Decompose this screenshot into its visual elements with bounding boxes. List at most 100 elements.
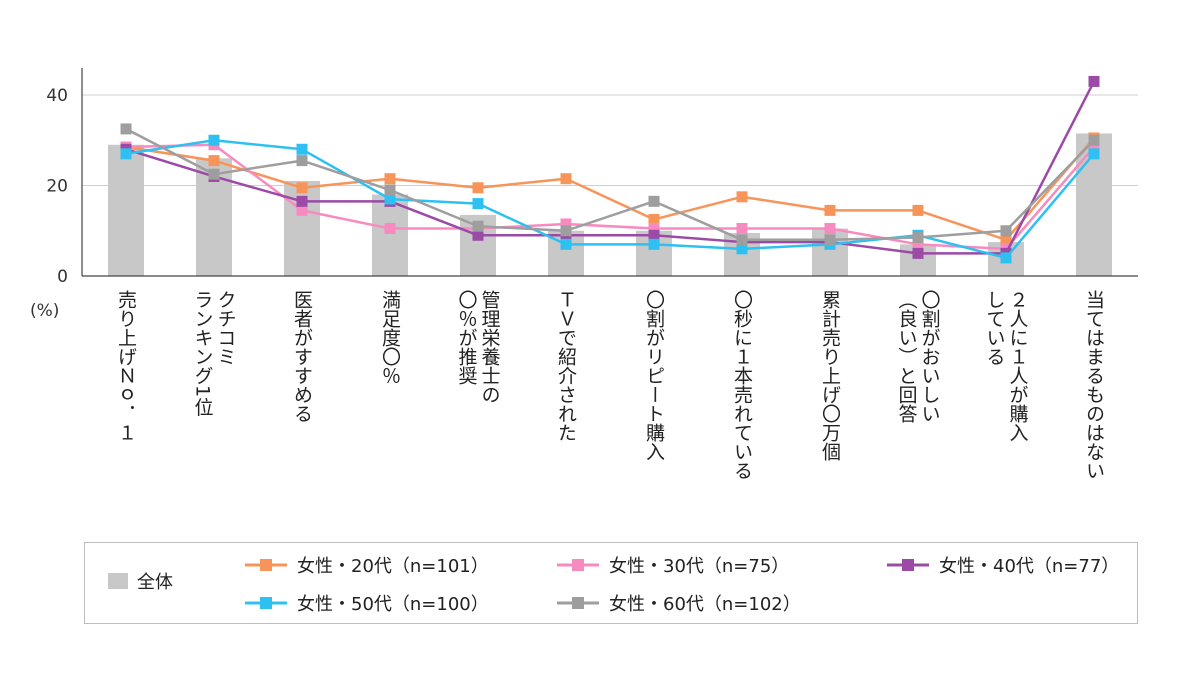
category-label-11: 当てはまるものはない [1083, 290, 1105, 480]
series-line-1 [125, 143, 1095, 251]
point-4-0 [120, 123, 132, 135]
legend-label-line-4: 女性・60代（n=102） [609, 594, 801, 615]
point-1-6 [648, 222, 660, 234]
category-label-8-line-0: 累計売り上げ〇万個 [819, 290, 841, 461]
point-1-7 [736, 222, 748, 234]
point-1-8 [824, 222, 836, 234]
category-label-2: 医者がすすめる [291, 290, 313, 423]
point-1-11 [1088, 141, 1100, 153]
category-label-3-line-0: 満足度〇％ [379, 290, 401, 385]
point-1-9 [912, 238, 924, 250]
point-1-2 [296, 204, 308, 216]
point-3-11 [1088, 148, 1100, 160]
point-0-7 [736, 191, 748, 203]
legend-label-line-2: 女性・40代（n=77） [939, 556, 1120, 577]
point-0-2 [296, 182, 308, 194]
legend-item-line-3: 女性・50代（n=100） [243, 589, 489, 617]
legend-item-line-0: 女性・20代（n=101） [243, 551, 489, 579]
line-series-2 [120, 75, 1100, 259]
bar-series [108, 133, 1112, 276]
point-4-4 [472, 220, 484, 232]
point-3-1 [208, 134, 220, 146]
series-line-2 [125, 80, 1096, 255]
point-4-3 [384, 184, 396, 196]
legend: 全体 女性・20代（n=101） 女性・30代（n=75） 女性・40代（n=7… [84, 542, 1138, 624]
legend-label-bar: 全体 [137, 572, 173, 593]
point-1-3 [384, 222, 396, 234]
legend-swatch-line-3 [245, 597, 287, 609]
category-label-2-line-0: 医者がすすめる [291, 290, 313, 423]
category-label-1-line-1: ランキング1位 [192, 290, 214, 416]
category-label-7: 〇秒に１本売れている [731, 290, 753, 480]
point-0-4 [472, 182, 484, 194]
bar-0 [108, 144, 144, 276]
line-series-1 [120, 139, 1100, 255]
y-tick-label-2: 40 [46, 86, 68, 106]
category-label-0: 売り上げＮｏ．１ [115, 290, 137, 442]
point-0-10 [1000, 234, 1012, 246]
y-unit-label: (%) [30, 301, 59, 321]
legend-swatch-line-2 [887, 559, 929, 571]
legend-swatch-line-0 [245, 559, 287, 571]
category-label-5: ＴＶで紹介された [555, 290, 577, 442]
category-label-10-line-1: している [984, 290, 1006, 366]
y-tick-label-1: 20 [46, 177, 68, 197]
point-4-9 [912, 232, 924, 244]
legend-item-line-1: 女性・30代（n=75） [555, 551, 789, 579]
category-label-3: 満足度〇％ [379, 290, 401, 385]
point-1-5 [560, 218, 572, 230]
point-0-1 [208, 155, 220, 167]
point-3-10 [1000, 252, 1012, 264]
point-2-11 [1088, 75, 1100, 87]
point-2-6 [648, 229, 660, 241]
legend-item-bar: 全体 [107, 567, 173, 595]
point-2-2 [296, 195, 308, 207]
grid-lines [82, 94, 1138, 186]
category-label-11-line-0: 当てはまるものはない [1083, 290, 1105, 480]
point-0-3 [384, 173, 396, 185]
point-3-3 [384, 193, 396, 205]
point-3-5 [560, 238, 572, 250]
category-label-9: 〇割がおいしい（良い）と回答 [896, 290, 941, 423]
point-3-4 [472, 198, 484, 210]
axes [81, 68, 1138, 277]
point-4-7 [736, 234, 748, 246]
series-line-0 [125, 137, 1095, 242]
bar-3 [372, 194, 408, 276]
legend-item-line-4: 女性・60代（n=102） [555, 589, 801, 617]
legend-swatch-line-1 [557, 559, 599, 571]
point-4-10 [1000, 225, 1012, 237]
y-axis-ticks: 0 20 40 [46, 86, 68, 287]
line-series [120, 75, 1100, 264]
legend-item-line-2: 女性・40代（n=77） [885, 551, 1119, 579]
legend-label-line-0: 女性・20代（n=101） [297, 556, 489, 577]
point-0-8 [824, 204, 836, 216]
point-4-1 [208, 168, 220, 180]
point-4-6 [648, 195, 660, 207]
category-label-7-line-0: 〇秒に１本売れている [731, 290, 753, 480]
point-2-9 [912, 247, 924, 259]
y-tick-label-0: 0 [57, 267, 68, 287]
point-3-0 [120, 148, 132, 160]
category-label-4-line-0: 管理栄養士の [479, 290, 501, 404]
line-series-4 [120, 123, 1100, 246]
point-4-8 [824, 234, 836, 246]
line-series-0 [120, 132, 1100, 246]
legend-label-line-1: 女性・30代（n=75） [609, 556, 790, 577]
bar-2 [284, 180, 320, 276]
category-label-0-line-0: 売り上げＮｏ．１ [115, 290, 137, 442]
point-0-5 [560, 173, 572, 185]
category-label-5-line-0: ＴＶで紹介された [555, 290, 577, 442]
series-line-3 [125, 139, 1095, 260]
point-4-5 [560, 225, 572, 237]
legend-swatch-bar [108, 573, 128, 589]
category-label-4-line-1: 〇％が推奨 [456, 290, 478, 385]
point-4-11 [1088, 134, 1100, 146]
point-2-4 [472, 229, 484, 241]
point-4-2 [296, 155, 308, 167]
